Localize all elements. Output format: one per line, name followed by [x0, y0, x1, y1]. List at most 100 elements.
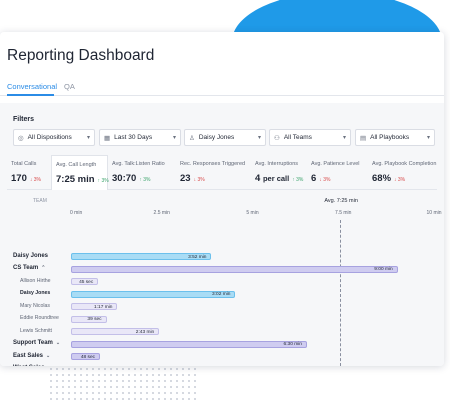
metric-total-calls[interactable]: Total Calls 170 ↓ 3% [7, 155, 51, 190]
call-length-bar[interactable]: 3:02 min [71, 290, 236, 298]
bar-value-label: 9:00 min [374, 267, 393, 272]
filter-date-range[interactable]: ▦ Last 30 Days ▾ [99, 129, 181, 146]
dashboard-card: Reporting Dashboard Conversational QA Fi… [0, 32, 444, 366]
bar-value-label: 48 sec [80, 354, 96, 360]
member-row-label: Mary Nicolas [20, 302, 50, 309]
metric-label: Avg. Interruptions [255, 161, 299, 167]
metric-unit: min [77, 174, 95, 185]
dispositions-icon: ◎ [18, 134, 24, 142]
member-row-label: Allison Hirthe [20, 277, 51, 284]
calendar-icon: ▦ [104, 134, 111, 142]
chevron-down-icon: ▾ [172, 135, 176, 141]
average-line [340, 220, 342, 366]
member-row-label: Eddie Roundtree [20, 315, 59, 321]
filter-dispositions[interactable]: ◎ All Dispositions ▾ [13, 129, 95, 146]
bar-value-label: 3:02 min [212, 292, 231, 297]
metric-change: ↓ 3% [394, 177, 406, 183]
chevron-down-icon: ▾ [342, 135, 346, 141]
metric-value: 4 [255, 173, 261, 184]
page-title: Reporting Dashboard [7, 47, 155, 64]
member-row-label: Lewis Schmitt [20, 327, 52, 334]
team-row-label[interactable]: West Sales⌄ [13, 365, 52, 366]
call-length-bar[interactable]: 45 sec [71, 278, 99, 285]
axis-tick-label: 10 min [426, 210, 442, 216]
team-row-label: Daisy Jones [13, 252, 49, 259]
chevron-down-icon[interactable]: ⌄ [46, 352, 51, 359]
filter-teams[interactable]: ⚇ All Teams ▾ [269, 129, 351, 146]
axis-tick-label: 2.5 min [153, 210, 170, 216]
metric-avg-call-length[interactable]: Avg. Call Length 7:25 min ↑ 3% [51, 155, 109, 190]
team-column-header: TEAM [33, 198, 47, 204]
team-row-label[interactable]: CS Team ⌃ [13, 265, 46, 271]
chevron-down-icon: ▾ [257, 135, 261, 141]
metric-value: 68% [372, 173, 392, 184]
metric-label: Avg. Call Length [56, 162, 97, 168]
metric-label: Rec. Responses Triggered [180, 161, 246, 167]
playbook-icon: ▤ [360, 134, 367, 142]
call-length-bar[interactable]: 48 sec [71, 353, 101, 360]
filter-playbooks[interactable]: ▤ All Playbooks ▾ [355, 129, 435, 146]
filter-user[interactable]: ♙ Daisy Jones ▾ [184, 129, 266, 146]
metric-value: 170 [11, 173, 27, 184]
axis-tick-label: 5 min [246, 210, 259, 216]
filter-label: Last 30 Days [114, 134, 153, 141]
metric-label: Avg. Playbook Completion [372, 161, 437, 167]
call-length-bar[interactable]: 1:42 min [71, 365, 133, 366]
chevron-down-icon: ▾ [426, 135, 430, 141]
tab-conversational[interactable]: Conversational [7, 82, 58, 91]
metric-value: 6 [311, 173, 317, 184]
filter-label: All Playbooks [370, 134, 410, 141]
metric-label: Total Calls [11, 161, 37, 167]
metric-value: 30:70 [112, 173, 137, 184]
team-row-label[interactable]: Support Team ⌄ [13, 340, 61, 346]
axis-tick-label: 0 min [70, 210, 83, 216]
metric-playbook-completion[interactable]: Avg. Playbook Completion 68% ↓ 3% [368, 155, 437, 190]
tab-qa[interactable]: QA [64, 82, 75, 91]
call-length-bar[interactable]: 39 sec [71, 315, 107, 323]
metric-label: Avg. Talk:Listen Ratio [112, 161, 165, 167]
metric-label: Avg. Patience Level [311, 161, 360, 167]
metric-change: ↑ 3% [139, 177, 151, 183]
metric-change: ↑ 3% [292, 177, 304, 183]
metrics-row: Total Calls 170 ↓ 3% Avg. Call Length 7:2… [7, 155, 437, 190]
chevron-down-icon[interactable]: ⌄ [55, 340, 61, 346]
bar-value-label: 6:30 min [283, 342, 302, 347]
metric-interruptions[interactable]: Avg. Interruptions 4 per call ↑ 3% [251, 155, 307, 190]
team-icon: ⚇ [274, 134, 280, 142]
tab-bar: Conversational QA [0, 74, 444, 96]
filter-label: All Teams [283, 134, 312, 141]
active-tab-indicator [7, 94, 54, 96]
chevron-up-icon[interactable]: ⌃ [41, 265, 46, 271]
user-icon: ♙ [189, 134, 195, 142]
average-label: Avg. 7:25 min [324, 198, 358, 204]
call-length-bar[interactable]: 6:30 min [71, 340, 307, 348]
bar-value-label: 39 sec [87, 317, 102, 322]
call-length-bar[interactable]: 2:43 min [71, 328, 160, 335]
filter-label: Daisy Jones [198, 134, 235, 141]
metric-rec-responses[interactable]: Rec. Responses Triggered 23 ↓ 3% [176, 155, 251, 190]
metric-value: 7:25 [56, 174, 76, 185]
team-row-label[interactable]: East Sales ⌄ [13, 352, 51, 359]
metric-talk-listen-ratio[interactable]: Avg. Talk:Listen Ratio 30:70 ↑ 3% [108, 155, 176, 190]
filter-label: All Dispositions [27, 134, 72, 141]
bar-value-label: 45 sec [79, 279, 94, 285]
metric-unit: per call [262, 174, 290, 183]
call-length-bar[interactable]: 9:00 min [71, 265, 398, 273]
member-row-label: Daisy Jones [20, 290, 51, 296]
bar-value-label: 1:17 min [94, 304, 113, 310]
bar-value-label: 2:43 min [135, 329, 155, 335]
metric-change: ↑ 3% [97, 178, 109, 184]
axis-tick-label: 7.5 min [335, 210, 352, 216]
metric-patience-level[interactable]: Avg. Patience Level 6 ↓ 3% [307, 155, 368, 190]
chevron-down-icon: ▾ [86, 135, 90, 141]
metric-change: ↓ 3% [29, 177, 41, 183]
call-length-bar[interactable]: 3:52 min [71, 253, 212, 260]
bar-value-label: 3:52 min [188, 254, 207, 260]
call-length-bar[interactable]: 1:17 min [71, 303, 118, 310]
call-length-chart: TEAM Avg. 7:25 min 0 min 2.5 min 5 min 7.5 … [0, 194, 444, 366]
metric-value: 23 [180, 173, 191, 184]
metric-change: ↓ 3% [319, 177, 331, 183]
filters-label: Filters [13, 116, 35, 123]
metric-change: ↓ 3% [193, 177, 205, 183]
chevron-down-icon[interactable]: ⌄ [48, 365, 52, 366]
